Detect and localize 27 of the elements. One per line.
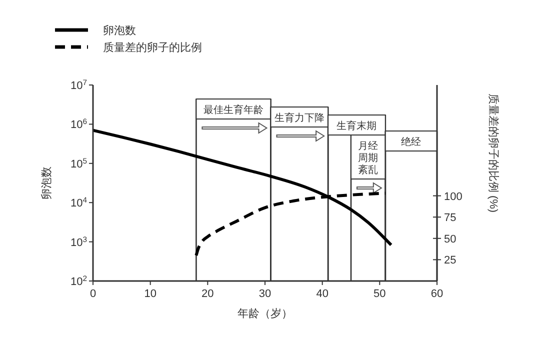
band-label: 生育末期 bbox=[336, 120, 377, 132]
x-tick-label: 50 bbox=[374, 288, 386, 300]
band-label: 月经周期紊乱 bbox=[358, 140, 378, 176]
y-tick-label: 10$^{2}$ bbox=[70, 274, 87, 288]
x-tick-label: 40 bbox=[316, 288, 328, 300]
legend-label: 卵泡数 bbox=[103, 24, 136, 37]
band-label: 绝经 bbox=[401, 136, 422, 148]
y2-tick-label: 75 bbox=[444, 212, 456, 224]
x-tick-label: 20 bbox=[202, 288, 214, 300]
y-tick-label: 10$^{4}$ bbox=[70, 195, 88, 210]
y-tick-label: 10$^{5}$ bbox=[70, 156, 87, 170]
x-tick-label: 30 bbox=[258, 288, 272, 300]
band-label: 生育力下降 bbox=[274, 112, 324, 124]
y2-tick-label: 100 bbox=[444, 190, 462, 203]
y2-axis-title: 质量差的卵子的比例 (%) bbox=[487, 93, 500, 213]
x-tick-label: 10 bbox=[144, 288, 156, 300]
y2-tick-label: 25 bbox=[444, 254, 456, 267]
x-tick-label: 60 bbox=[430, 288, 444, 300]
y-tick-label: 10$^{7}$ bbox=[70, 78, 87, 92]
y-tick-label: 10$^{3}$ bbox=[70, 234, 87, 249]
legend-label: 质量差的卵子的比例 bbox=[103, 41, 202, 54]
y-axis-title: 卵泡数 bbox=[40, 166, 53, 200]
y-tick-label: 10$^{6}$ bbox=[70, 116, 87, 132]
y2-tick-label: 50 bbox=[444, 233, 456, 246]
x-axis-title: 年龄（岁） bbox=[238, 308, 292, 320]
x-tick-label: 0 bbox=[90, 288, 96, 300]
band-label: 最佳生育年龄 bbox=[203, 104, 264, 116]
